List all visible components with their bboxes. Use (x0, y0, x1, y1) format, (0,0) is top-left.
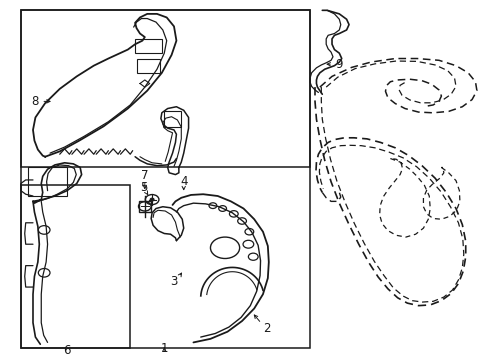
Bar (136, 59, 160, 73)
Bar (135, 39, 162, 53)
Text: 9: 9 (335, 58, 343, 71)
Text: 2: 2 (262, 321, 269, 335)
Bar (21, 10, 309, 167)
Circle shape (150, 198, 154, 201)
Text: 1: 1 (160, 342, 168, 355)
Bar (164, 111, 181, 127)
Text: 6: 6 (63, 344, 71, 357)
Bar (28, 167, 67, 196)
Text: 8: 8 (31, 95, 38, 108)
Bar (21, 10, 309, 348)
Text: 5: 5 (140, 181, 147, 194)
Bar (21, 185, 130, 348)
Text: 7: 7 (141, 169, 148, 182)
Text: 4: 4 (180, 175, 187, 188)
Text: 3: 3 (170, 275, 177, 288)
Bar (138, 201, 151, 212)
